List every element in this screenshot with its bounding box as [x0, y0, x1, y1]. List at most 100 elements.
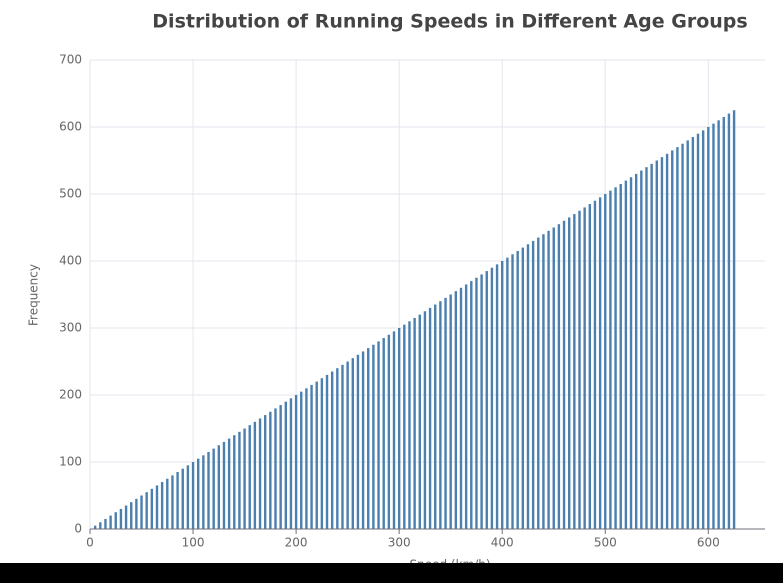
bar [423, 311, 427, 529]
bar [367, 348, 370, 529]
bar [583, 207, 586, 529]
bar [506, 257, 509, 529]
bar [537, 237, 540, 530]
bar [104, 518, 107, 529]
bar [578, 210, 581, 529]
bar [634, 173, 638, 529]
bar [671, 150, 674, 529]
bar [526, 244, 530, 529]
bar [567, 217, 571, 529]
bar [109, 515, 112, 529]
bar [562, 220, 566, 530]
bar [655, 160, 658, 529]
bar [552, 227, 555, 529]
bar [712, 123, 715, 530]
bar [233, 435, 236, 529]
bar [284, 401, 288, 529]
bar [547, 230, 550, 529]
bar [531, 240, 535, 529]
y-tick-label: 0 [74, 522, 82, 536]
bar [511, 254, 514, 530]
bar [629, 177, 633, 529]
bar [470, 281, 473, 529]
bar [428, 307, 432, 529]
bar [166, 478, 169, 529]
bar [619, 183, 622, 529]
bar [99, 522, 102, 529]
bar [459, 287, 463, 529]
bar [480, 274, 483, 529]
bar [449, 294, 452, 529]
bar [645, 167, 648, 529]
bar [202, 455, 205, 529]
bar [434, 304, 437, 529]
bar [212, 448, 215, 529]
bar [464, 284, 468, 529]
bar [160, 482, 164, 529]
y-tick-label: 400 [59, 254, 82, 268]
bar [387, 334, 391, 529]
bar [320, 378, 324, 529]
bar [243, 428, 246, 529]
bar [727, 113, 731, 529]
bar [732, 110, 736, 529]
bar [609, 190, 612, 529]
bar [207, 451, 210, 529]
bar [701, 130, 705, 529]
bar [135, 498, 138, 529]
x-tick-label: 400 [491, 536, 514, 550]
bar [557, 224, 561, 529]
bar [248, 425, 251, 529]
bar [392, 331, 396, 529]
bar [408, 321, 411, 529]
bar [650, 163, 653, 529]
bar [300, 391, 303, 529]
bar [696, 133, 700, 529]
bar [665, 153, 669, 530]
bar [372, 344, 375, 529]
bar [346, 361, 349, 529]
bar [521, 247, 525, 529]
bar [660, 157, 664, 529]
bar [289, 398, 293, 529]
bar [439, 301, 442, 529]
bar [351, 358, 354, 529]
bar [397, 328, 401, 529]
bar [614, 187, 617, 530]
x-tick-label: 600 [697, 536, 720, 550]
bar [186, 465, 190, 529]
y-tick-label: 600 [59, 120, 82, 134]
bar [516, 250, 519, 529]
x-tick-label: 300 [388, 536, 411, 550]
bar [475, 277, 478, 529]
bar [279, 405, 282, 529]
x-tick-label: 0 [86, 536, 94, 550]
y-tick-label: 200 [59, 388, 82, 402]
bar [130, 502, 133, 529]
bar [171, 475, 174, 529]
bar [181, 468, 184, 529]
bar [176, 472, 179, 529]
bar [150, 488, 154, 529]
bar [598, 197, 602, 529]
x-tick-label: 200 [285, 536, 308, 550]
bar [681, 143, 684, 529]
bar [722, 116, 725, 529]
bar [124, 505, 128, 529]
y-tick-label: 300 [59, 321, 82, 335]
bar [413, 317, 416, 529]
y-tick-label: 100 [59, 455, 82, 469]
bar [325, 374, 329, 529]
bar [495, 264, 499, 529]
bar [356, 354, 360, 529]
bar [140, 495, 143, 529]
bar [418, 314, 421, 529]
bar [274, 408, 277, 529]
bar [377, 341, 380, 529]
bar [686, 140, 689, 529]
bar [444, 297, 447, 529]
y-axis-label: Frequency [27, 264, 41, 326]
bar [588, 204, 592, 530]
bar [361, 351, 365, 529]
bar [624, 180, 628, 529]
